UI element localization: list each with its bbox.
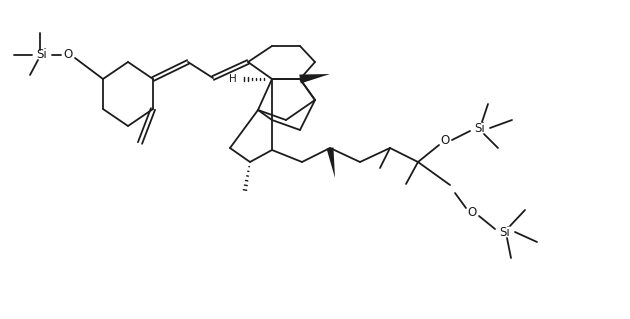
Text: O: O: [64, 48, 72, 62]
Text: O: O: [467, 205, 477, 219]
Text: H: H: [229, 74, 237, 84]
Text: O: O: [440, 133, 450, 146]
Text: Si: Si: [474, 122, 485, 135]
Polygon shape: [299, 74, 330, 84]
Text: Si: Si: [500, 226, 510, 239]
Text: Si: Si: [37, 48, 47, 62]
Polygon shape: [326, 147, 335, 178]
